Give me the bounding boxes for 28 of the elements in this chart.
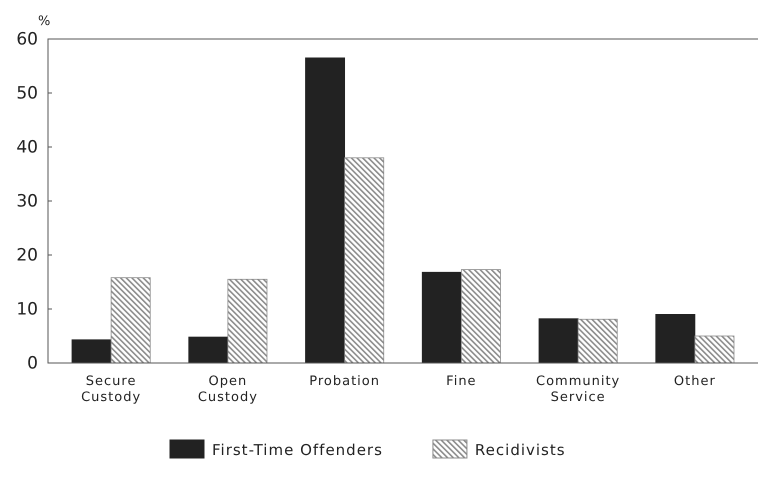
x-tick-label: Probation [309, 374, 380, 389]
legend-label: First-Time Offenders [212, 441, 383, 459]
x-tick-label: Open Custody [198, 374, 258, 405]
x-tick-label: Community Service [536, 374, 620, 405]
bar [655, 314, 696, 364]
y-tick-label: 30 [16, 191, 38, 212]
y-tick-label: 60 [16, 29, 38, 50]
bar [72, 339, 112, 364]
bar [538, 318, 579, 364]
y-tick-label: 20 [16, 245, 38, 266]
x-tick-label: Secure Custody [81, 374, 142, 405]
y-tick-label: 50 [16, 83, 38, 104]
bar [578, 318, 618, 364]
y-axis-title: % [38, 14, 50, 29]
y-tick-label: 10 [16, 299, 38, 320]
bar [344, 157, 384, 364]
x-tick-label: Fine [446, 374, 477, 389]
x-tick-label: Other [674, 374, 716, 389]
legend-label: Recidivists [474, 441, 566, 459]
bar [305, 58, 346, 364]
y-tick-label: 40 [16, 137, 38, 158]
bar [110, 277, 151, 364]
bar [188, 336, 228, 364]
bar [460, 269, 501, 364]
y-tick-label: 0 [27, 353, 38, 374]
bar [227, 278, 268, 364]
bar [422, 272, 462, 364]
bar [694, 336, 734, 364]
